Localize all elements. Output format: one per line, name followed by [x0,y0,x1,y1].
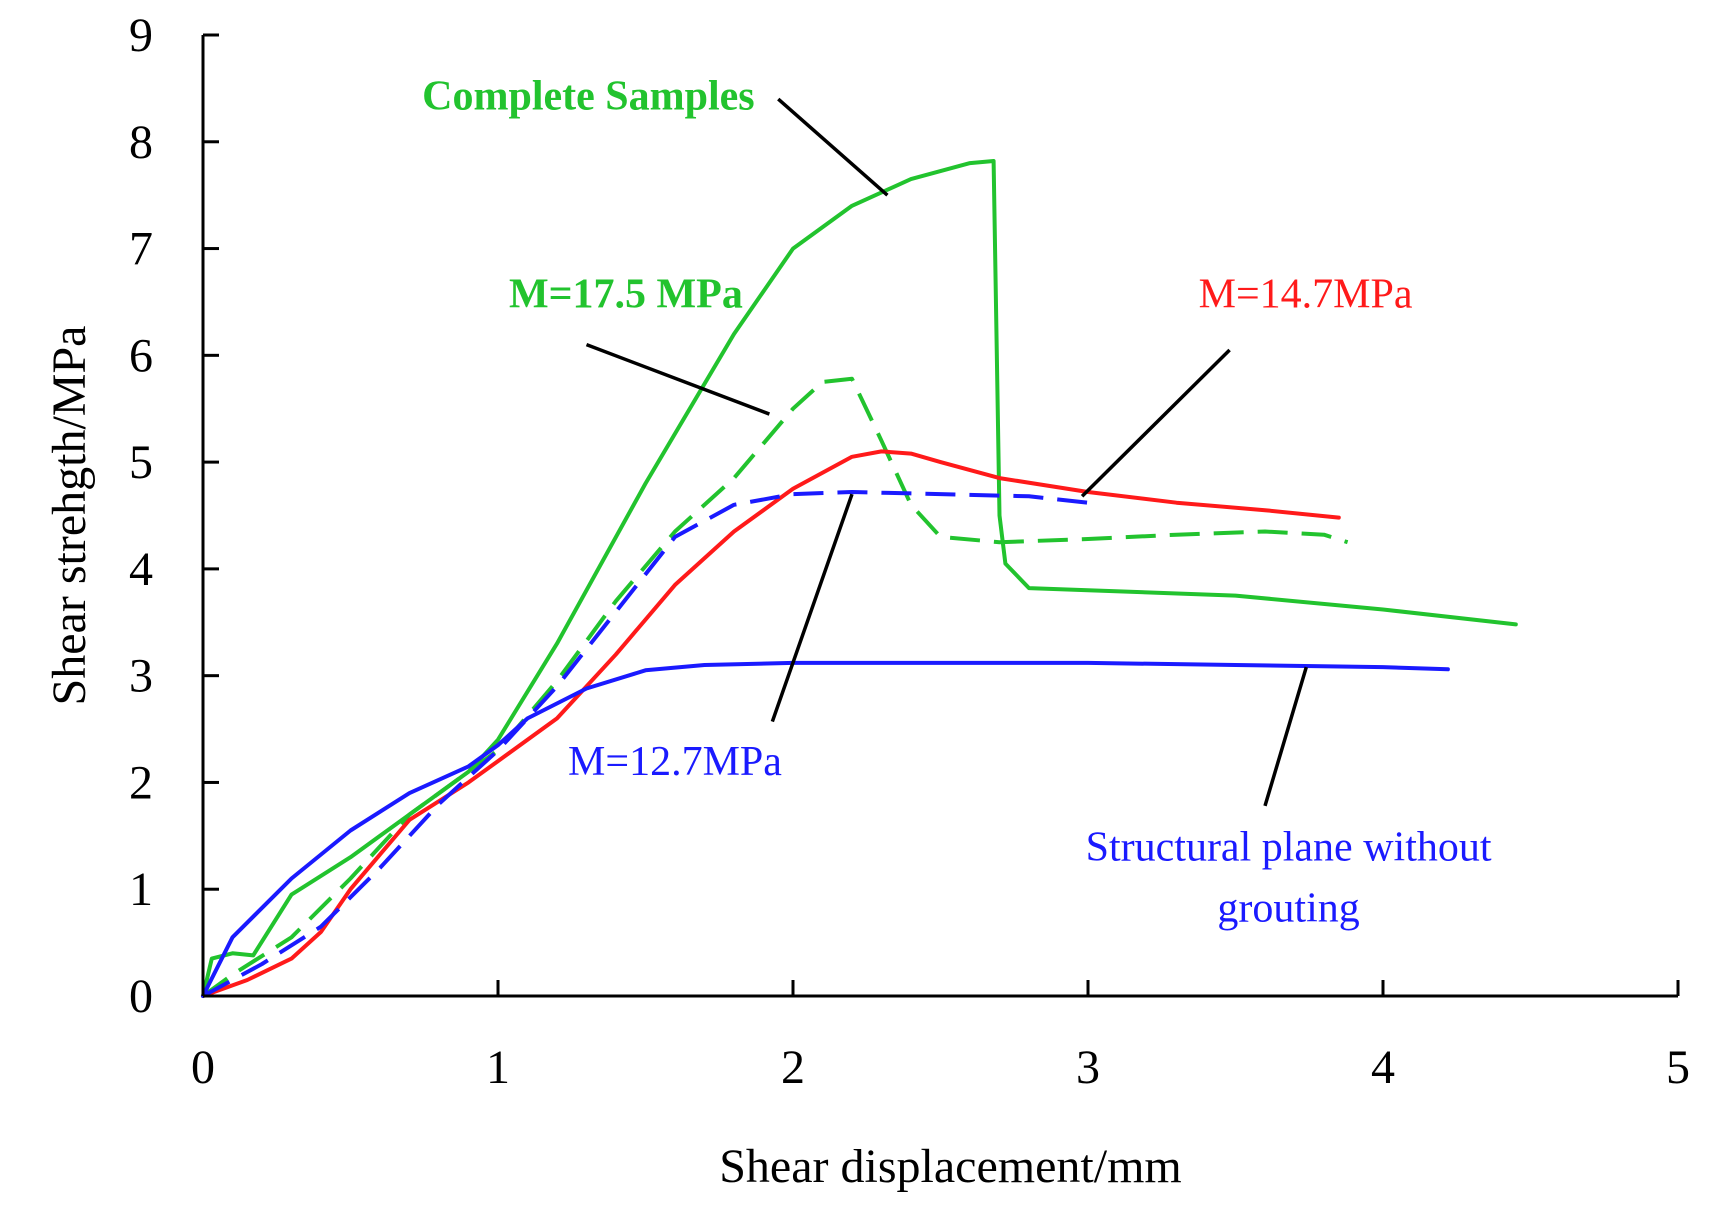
annotation-label: Complete Samples [422,74,754,120]
y-tick-label: 2 [129,756,153,809]
annotation-label: M=12.7MPa [568,739,782,785]
y-axis-title: Shear strehgth/MPa [43,326,96,706]
series-line-2 [201,449,1341,998]
y-tick-label: 7 [129,223,153,276]
annotation-leader-line [1080,348,1231,498]
y-tick-label: 5 [129,436,153,489]
annotation-leader-line [585,343,771,416]
ticks-group: 0 1 2 3 4 5 0 1 2 3 4 5 6 7 8 9 [129,9,1690,1094]
y-tick-label: 4 [129,543,153,596]
annotation-leader-line [1263,666,1308,807]
y-tick-label: 9 [129,9,153,62]
annotation-label: grouting [1217,885,1359,931]
y-tick-label: 3 [129,650,153,703]
annotation-leader-group [585,97,1308,807]
annotation-label: M=14.7MPa [1199,271,1413,317]
x-tick-label: 0 [191,1041,215,1094]
annotation-label: Structural plane without [1086,824,1492,870]
x-tick-label: 2 [781,1041,805,1094]
y-tick-label: 1 [129,863,153,916]
series-line-1 [201,376,1349,998]
series-line-4 [201,660,1450,998]
x-axis-title: Shear displacement/mm [719,1140,1182,1193]
annotation-text-group: Complete Samples M=17.5 MPa M=14.7MPa M=12.… [422,74,1492,932]
plot-series-group [201,159,1518,998]
annotation-leader-line [777,97,889,197]
y-tick-label: 0 [129,970,153,1023]
x-tick-label: 1 [486,1041,510,1094]
x-tick-label: 3 [1076,1041,1100,1094]
x-tick-label: 5 [1666,1041,1690,1094]
annotation-label: M=17.5 MPa [509,271,743,317]
y-tick-label: 8 [129,116,153,169]
series-line-0 [201,159,1518,998]
annotation-leader-line [770,493,854,723]
axes-group [201,35,1678,998]
x-tick-label: 4 [1371,1041,1395,1094]
y-tick-label: 6 [129,329,153,382]
series-line-3 [202,490,1089,998]
